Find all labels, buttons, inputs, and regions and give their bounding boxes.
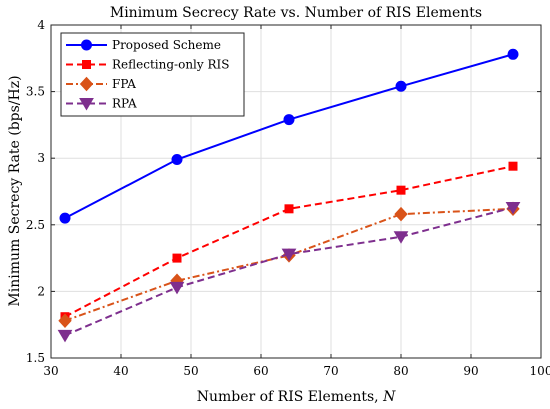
series-rpa — [57, 201, 521, 343]
x-tick-label: 70 — [323, 364, 338, 378]
data-point — [395, 80, 407, 92]
legend-label: Reflecting-only RIS — [112, 58, 229, 72]
legend-entry: FPA — [66, 76, 136, 92]
legend-marker — [82, 60, 91, 69]
y-tick-label: 2.5 — [26, 218, 45, 232]
legend-label: RPA — [112, 97, 137, 111]
data-point — [169, 281, 185, 295]
legend-marker — [81, 39, 92, 51]
plot-frame — [50, 24, 542, 359]
legend-marker — [79, 76, 94, 92]
y-tick-label: 3.5 — [26, 85, 45, 99]
x-axis-label: Number of RIS Elements, N — [197, 389, 396, 405]
legend-marker — [79, 98, 94, 111]
data-point — [396, 185, 406, 195]
x-tick-label: 80 — [393, 364, 408, 378]
x-tick-label: 60 — [253, 364, 268, 378]
x-tick-label: 100 — [530, 364, 550, 378]
x-axis-label-symbol: N — [382, 389, 396, 405]
y-axis-label: Minimum Secrecy Rate (bps/Hz) — [7, 75, 23, 306]
data-point — [171, 154, 183, 166]
data-point — [281, 248, 297, 262]
x-tick-label: 50 — [183, 364, 198, 378]
data-point — [284, 204, 294, 214]
series-line — [64, 207, 514, 322]
data-point — [58, 313, 72, 328]
series-layer — [57, 48, 521, 343]
data-point — [393, 231, 409, 244]
x-tick-label: 90 — [463, 364, 478, 378]
legend-entry: RPA — [66, 97, 137, 111]
data-point — [505, 201, 521, 215]
data-point — [394, 206, 408, 222]
data-point — [507, 48, 519, 60]
y-tick-label: 2 — [37, 284, 45, 298]
legend-entry: Proposed Scheme — [66, 38, 221, 52]
y-tick-label: 3 — [37, 151, 45, 165]
data-point — [57, 329, 73, 343]
data-point — [283, 114, 295, 126]
x-axis-label-text: Number of RIS Elements, — [197, 389, 383, 405]
series-proposed-scheme — [59, 48, 519, 224]
data-point — [508, 161, 518, 171]
legend: Proposed Scheme Reflecting-only RIS FPA RPA — [60, 32, 245, 117]
x-tick-label: 30 — [43, 364, 58, 378]
data-point — [172, 253, 182, 263]
x-tick-label: 40 — [113, 364, 128, 378]
chart-title: Minimum Secrecy Rate vs. Number of RIS E… — [110, 5, 482, 21]
legend-label: FPA — [112, 77, 136, 91]
data-point — [59, 212, 71, 224]
y-tick-label: 4 — [37, 18, 45, 32]
legend-label: Proposed Scheme — [112, 38, 221, 52]
ticks: 30 40 50 60 70 80 90 100 1.5 2 2.5 3 3.5 4 — [26, 18, 550, 378]
series-line — [64, 206, 514, 337]
y-tick-label: 1.5 — [26, 351, 45, 365]
legend-entry: Reflecting-only RIS — [66, 58, 229, 72]
